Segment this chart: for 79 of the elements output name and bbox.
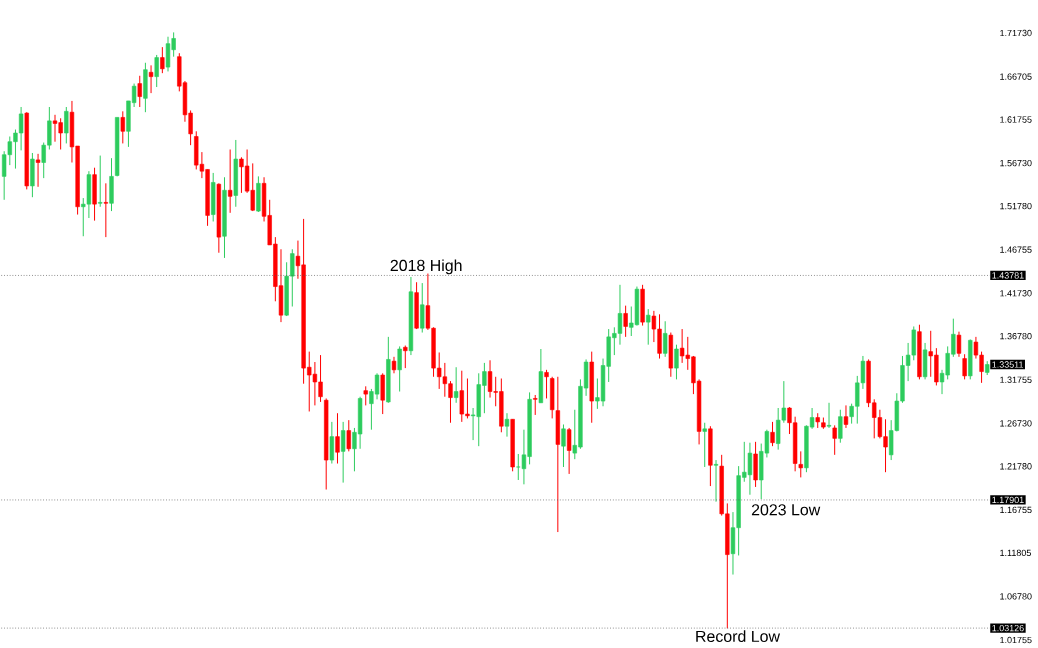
- candlestick: [646, 308, 651, 346]
- candlestick: [838, 409, 843, 444]
- ref-line-label: 1.17901: [992, 496, 1024, 504]
- annotation: Record Low: [696, 630, 781, 643]
- candlestick: [324, 397, 329, 491]
- candlestick: [64, 106, 69, 144]
- y-tick-label: 1.61755: [1000, 116, 1032, 123]
- ref-line-label: 1.43781: [992, 272, 1024, 279]
- annotation: 2018 High: [390, 259, 462, 275]
- candlestick: [544, 369, 549, 399]
- candlestick: [256, 175, 261, 213]
- text: 1.33511: [992, 361, 1024, 368]
- candlestick: [143, 62, 148, 113]
- candlestick: [397, 345, 402, 393]
- candlestick: [623, 305, 628, 338]
- candlestick: [663, 320, 668, 358]
- y-tick-label: 1.51780: [1000, 202, 1032, 210]
- candlestick: [668, 332, 673, 378]
- candlestick: [109, 157, 114, 212]
- candlestick: [346, 419, 351, 452]
- annotation: 2023 Low: [751, 504, 821, 516]
- y-tick-label: 1.16755: [1000, 506, 1032, 514]
- y-tick-label: 1.56730: [1000, 159, 1032, 167]
- candlestick: [640, 284, 645, 327]
- y-tick-label: 1.06780: [1000, 593, 1032, 600]
- y-tick-label: 1.31755: [1000, 376, 1032, 383]
- y-tick-label: 1.11805: [1000, 549, 1031, 556]
- candlestick: [589, 351, 594, 424]
- y-tick-label: 1.26730: [1000, 420, 1032, 427]
- candlestick: [561, 423, 566, 468]
- candlestick: [403, 345, 408, 369]
- candlestick: [962, 353, 967, 380]
- candlestick: [702, 422, 707, 468]
- candlestick: [386, 336, 391, 404]
- candlestick: [222, 176, 227, 259]
- candlestick: [154, 54, 159, 88]
- candlestick: [24, 111, 29, 190]
- candlestick: [120, 110, 125, 144]
- candlestick: [550, 376, 555, 419]
- candlestick: [211, 172, 216, 222]
- candlestick: [510, 418, 515, 472]
- candlestick: [826, 402, 832, 429]
- y-tick-label: 1.36780: [1000, 332, 1032, 340]
- candlestick: [137, 75, 142, 108]
- candlestick: [103, 182, 109, 238]
- candlestick: [533, 394, 538, 416]
- candlestick: [363, 385, 368, 406]
- y-tick-label: 1.66705: [1000, 73, 1032, 80]
- ref-line-label: 1.03126: [992, 624, 1024, 632]
- candlestick: [708, 425, 713, 487]
- y-tick-label: 1.71730: [1000, 29, 1032, 37]
- y-tick-label: 1.41730: [1000, 290, 1032, 297]
- candlestick: [674, 344, 679, 380]
- candlestick: [329, 421, 335, 465]
- candlestick: [233, 139, 238, 208]
- candlestick: [917, 324, 922, 380]
- candlestick: [114, 116, 120, 177]
- candlestick: [98, 155, 103, 208]
- candlestick: [798, 450, 803, 478]
- candlestick: [391, 356, 397, 374]
- y-tick-label: 1.01755: [1000, 636, 1032, 644]
- candlestick: [753, 441, 758, 488]
- candlestick: [968, 338, 973, 380]
- candlestick: [216, 182, 222, 254]
- candlestick: [555, 376, 560, 533]
- candlestick: [985, 360, 990, 376]
- candlestick: [414, 281, 419, 330]
- candlestick: [504, 412, 510, 438]
- candlestick: [30, 152, 35, 198]
- candlestick: [160, 46, 165, 74]
- y-tick-label: 1.21780: [1000, 463, 1032, 470]
- candlestick: [832, 424, 837, 456]
- y-tick-label: 1.46755: [1000, 246, 1032, 253]
- candlestick: [713, 459, 719, 503]
- candlestick: [335, 412, 340, 465]
- candlestick: [770, 421, 775, 447]
- candlestick: [380, 372, 385, 415]
- candlestick: [92, 167, 97, 222]
- candlestick: [420, 282, 425, 334]
